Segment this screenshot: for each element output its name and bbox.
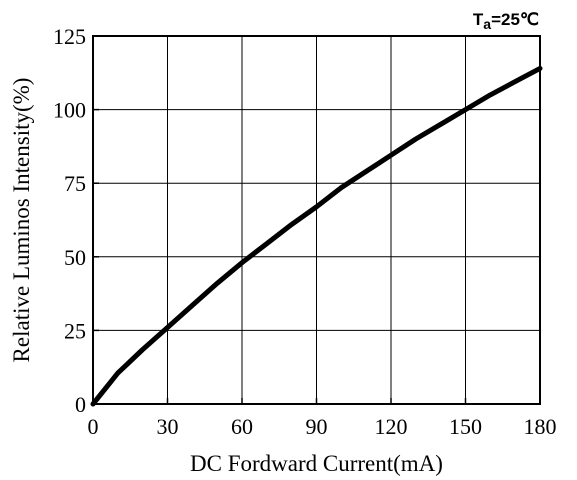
- annotation-base: T: [473, 10, 484, 29]
- y-tick-label: 75: [64, 171, 86, 196]
- x-axis-title: DC Fordward Current(mA): [190, 451, 443, 476]
- annotation-subscript: a: [483, 16, 491, 32]
- y-tick-labels: 0 25 50 75 100 125: [53, 24, 86, 417]
- grid-lines: [93, 36, 540, 404]
- x-tick-labels: 0 30 60 90 120 150 180: [88, 414, 557, 439]
- x-tick-label: 180: [524, 414, 557, 439]
- series-line: [90, 65, 543, 407]
- x-tick-label: 150: [449, 414, 482, 439]
- x-tick-label: 60: [231, 414, 253, 439]
- y-tick-label: 25: [64, 318, 86, 343]
- x-tick-label: 0: [88, 414, 99, 439]
- y-tick-label: 125: [53, 24, 86, 49]
- y-tick-label: 50: [64, 245, 86, 270]
- plot-frame: [92, 35, 541, 405]
- y-tick-label: 0: [75, 392, 86, 417]
- temperature-annotation: Ta=25℃: [473, 10, 539, 32]
- x-tick-label: 120: [375, 414, 408, 439]
- annotation-rest: =25℃: [491, 10, 539, 29]
- x-tick-label: 30: [157, 414, 179, 439]
- x-tick-label: 90: [306, 414, 328, 439]
- y-tick-label: 100: [53, 98, 86, 123]
- y-axis-title: Relative Luminos Intensity(%): [9, 78, 34, 363]
